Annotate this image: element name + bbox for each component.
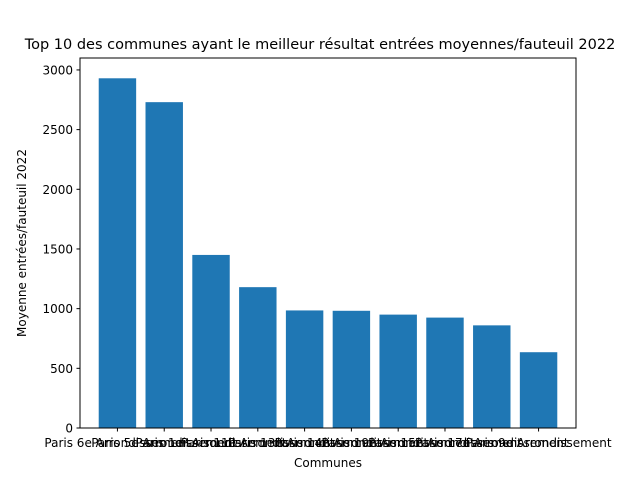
x-tick-label-1: Paris 6e Arrondissement bbox=[44, 436, 190, 450]
x-tick-label-5: Paris 13e Arrondissement bbox=[228, 436, 382, 450]
chart-title: Top 10 des communes ayant le meilleur ré… bbox=[24, 37, 616, 53]
bar-6 bbox=[332, 310, 371, 428]
bar-1 bbox=[98, 78, 137, 429]
y-tick-label-4: 2000 bbox=[42, 183, 73, 197]
x-tick-label-3: Paris 1er Arrondissement bbox=[136, 436, 287, 450]
y-tick-label-3: 1500 bbox=[42, 242, 73, 256]
x-axis-label: Communes bbox=[294, 456, 362, 470]
bar-7 bbox=[379, 314, 417, 428]
x-tick-label-4: Paris 11e Arrondissement bbox=[181, 436, 335, 450]
bar-4 bbox=[239, 287, 277, 428]
x-tick-label-6: Paris 14e Arrondissement bbox=[275, 436, 429, 450]
x-tick-label-10: Paris 9e Arrondissement bbox=[466, 436, 612, 450]
bar-10 bbox=[519, 352, 558, 428]
x-tick-label-8: Paris 15e Arrondissement bbox=[368, 436, 522, 450]
x-tick-label-2: Paris 5e Arrondissement bbox=[91, 436, 237, 450]
y-tick-label-2: 1000 bbox=[42, 302, 73, 316]
bar-3 bbox=[192, 254, 230, 428]
y-axis: 0 500 1000 1500 2000 2500 3000 bbox=[42, 63, 80, 436]
bar-8 bbox=[426, 317, 464, 428]
y-tick-label-1: 500 bbox=[50, 362, 73, 376]
bars-group bbox=[98, 78, 558, 429]
plot-frame bbox=[79, 57, 577, 429]
bar-9 bbox=[473, 325, 511, 428]
y-tick-label-5: 2500 bbox=[42, 123, 73, 137]
y-axis-label: Moyenne entrées/fauteuil 2022 bbox=[15, 149, 29, 337]
y-tick-label-6: 3000 bbox=[42, 63, 73, 77]
x-tick-label-7: Paris 19e Arrondissement bbox=[321, 436, 475, 450]
bar-2 bbox=[145, 102, 183, 429]
x-tick-label-9: Paris 17e Arrondissement bbox=[415, 436, 569, 450]
bar-5 bbox=[285, 310, 324, 428]
y-tick-label-0: 0 bbox=[65, 422, 73, 436]
